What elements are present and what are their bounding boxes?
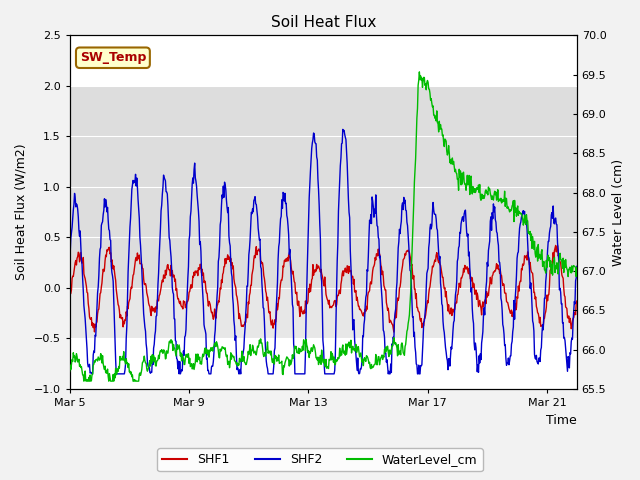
Title: Soil Heat Flux: Soil Heat Flux (271, 15, 376, 30)
Bar (70, 288, 577, 338)
Y-axis label: Soil Heat Flux (W/m2): Soil Heat Flux (W/m2) (15, 144, 28, 280)
Legend: SHF1, SHF2, WaterLevel_cm: SHF1, SHF2, WaterLevel_cm (157, 448, 483, 471)
Y-axis label: Water Level (cm): Water Level (cm) (612, 158, 625, 266)
Bar (70, 86, 577, 288)
X-axis label: Time: Time (546, 414, 577, 427)
Text: SW_Temp: SW_Temp (80, 51, 146, 64)
